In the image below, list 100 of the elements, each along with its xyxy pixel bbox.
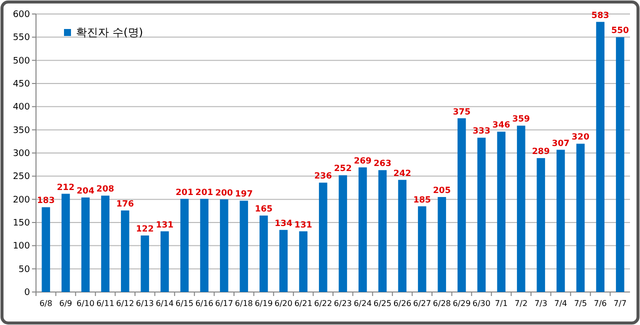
data-label: 583 [591, 10, 610, 21]
bar [477, 138, 486, 292]
bar [180, 198, 189, 292]
data-label: 320 [572, 132, 590, 143]
y-tick-label: 300 [12, 149, 30, 159]
x-tick-label: 6/22 [314, 299, 332, 308]
data-label: 176 [116, 199, 134, 210]
bar [62, 194, 70, 292]
x-tick-label: 6/18 [234, 299, 253, 308]
data-label: 550 [611, 26, 630, 36]
y-tick-label: 250 [12, 172, 30, 182]
x-tick-label: 6/17 [215, 299, 234, 308]
y-tick-label: 600 [12, 10, 30, 20]
x-tick-label: 7/6 [594, 299, 607, 308]
data-label: 252 [334, 164, 352, 174]
y-tick-label: 400 [12, 102, 30, 113]
bar [536, 158, 546, 292]
data-label: 197 [235, 190, 253, 200]
x-tick-label: 6/24 [354, 299, 372, 308]
x-tick-label: 6/27 [413, 299, 432, 308]
data-label: 165 [254, 204, 273, 215]
bar [81, 197, 90, 292]
bar [358, 167, 367, 292]
x-tick-label: 6/29 [452, 299, 471, 308]
x-tick-label: 6/21 [294, 299, 312, 308]
x-tick-label: 6/12 [116, 299, 134, 308]
x-tick-label: 7/7 [614, 299, 627, 308]
data-label: 201 [195, 188, 214, 198]
data-label: 183 [37, 196, 55, 206]
data-label: 289 [532, 147, 550, 158]
bar [318, 182, 328, 292]
legend-label: 확진자 수(명) [76, 26, 144, 39]
x-tick-label: 6/14 [156, 299, 174, 308]
x-tick-label: 6/16 [195, 299, 214, 308]
x-tick-label: 6/28 [432, 299, 451, 308]
data-label: 131 [294, 220, 312, 230]
data-label: 359 [512, 114, 530, 125]
data-label: 185 [413, 195, 432, 206]
x-tick-label: 6/20 [274, 299, 292, 308]
x-tick-label: 7/4 [554, 299, 568, 308]
data-label: 212 [56, 182, 75, 193]
bar [516, 126, 526, 292]
data-label: 242 [393, 168, 412, 179]
data-label: 200 [215, 188, 234, 198]
y-tick-label: 200 [12, 195, 30, 206]
x-tick-label: 6/23 [334, 299, 352, 308]
x-tick-label: 6/19 [254, 299, 273, 308]
data-label: 263 [374, 159, 392, 170]
x-tick-label: 6/25 [374, 299, 392, 308]
bar [160, 231, 169, 292]
bar [556, 150, 565, 292]
data-label: 122 [136, 224, 154, 234]
data-label: 205 [433, 186, 451, 196]
x-tick-label: 7/1 [494, 299, 508, 308]
x-tick-label: 6/30 [472, 299, 490, 308]
x-tick-label: 6/11 [96, 299, 114, 308]
data-label: 236 [314, 172, 332, 182]
y-tick-label: 50 [18, 264, 30, 275]
data-label: 134 [274, 218, 292, 229]
x-tick-label: 6/13 [136, 299, 154, 308]
bar [438, 197, 446, 292]
data-label: 375 [452, 107, 471, 118]
x-tick-label: 7/3 [534, 299, 548, 308]
data-label: 204 [76, 186, 94, 196]
bar [299, 231, 308, 292]
y-tick-label: 0 [24, 288, 30, 298]
bar [240, 200, 248, 292]
x-tick-label: 7/5 [574, 299, 587, 308]
bar [596, 22, 604, 292]
y-tick-label: 150 [12, 218, 30, 228]
data-label: 269 [354, 156, 372, 166]
x-tick-label: 6/10 [76, 299, 94, 308]
bar [120, 210, 130, 292]
data-label: 131 [156, 220, 174, 230]
bar [458, 118, 466, 292]
bar [398, 180, 406, 292]
bar [378, 170, 387, 292]
bar [616, 37, 624, 292]
x-tick-label: 6/15 [176, 299, 194, 308]
data-label: 208 [96, 184, 114, 195]
bar [418, 206, 426, 292]
data-label: 201 [176, 188, 194, 198]
y-tick-label: 350 [12, 126, 30, 136]
bar [338, 175, 348, 292]
x-tick-label: 6/8 [39, 299, 52, 308]
y-tick-label: 100 [12, 242, 30, 252]
bar [279, 230, 288, 292]
x-tick-label: 7/2 [514, 299, 528, 308]
bar [42, 207, 50, 292]
bar [497, 132, 506, 292]
bar [220, 199, 228, 292]
x-tick-label: 6/26 [393, 299, 412, 308]
bar [101, 196, 110, 292]
bar [200, 198, 208, 292]
x-tick-label: 6/9 [59, 299, 72, 308]
bar [140, 235, 150, 292]
y-tick-label: 450 [12, 80, 30, 90]
data-label: 307 [552, 138, 570, 149]
bar [576, 144, 585, 292]
y-tick-label: 500 [12, 56, 30, 66]
